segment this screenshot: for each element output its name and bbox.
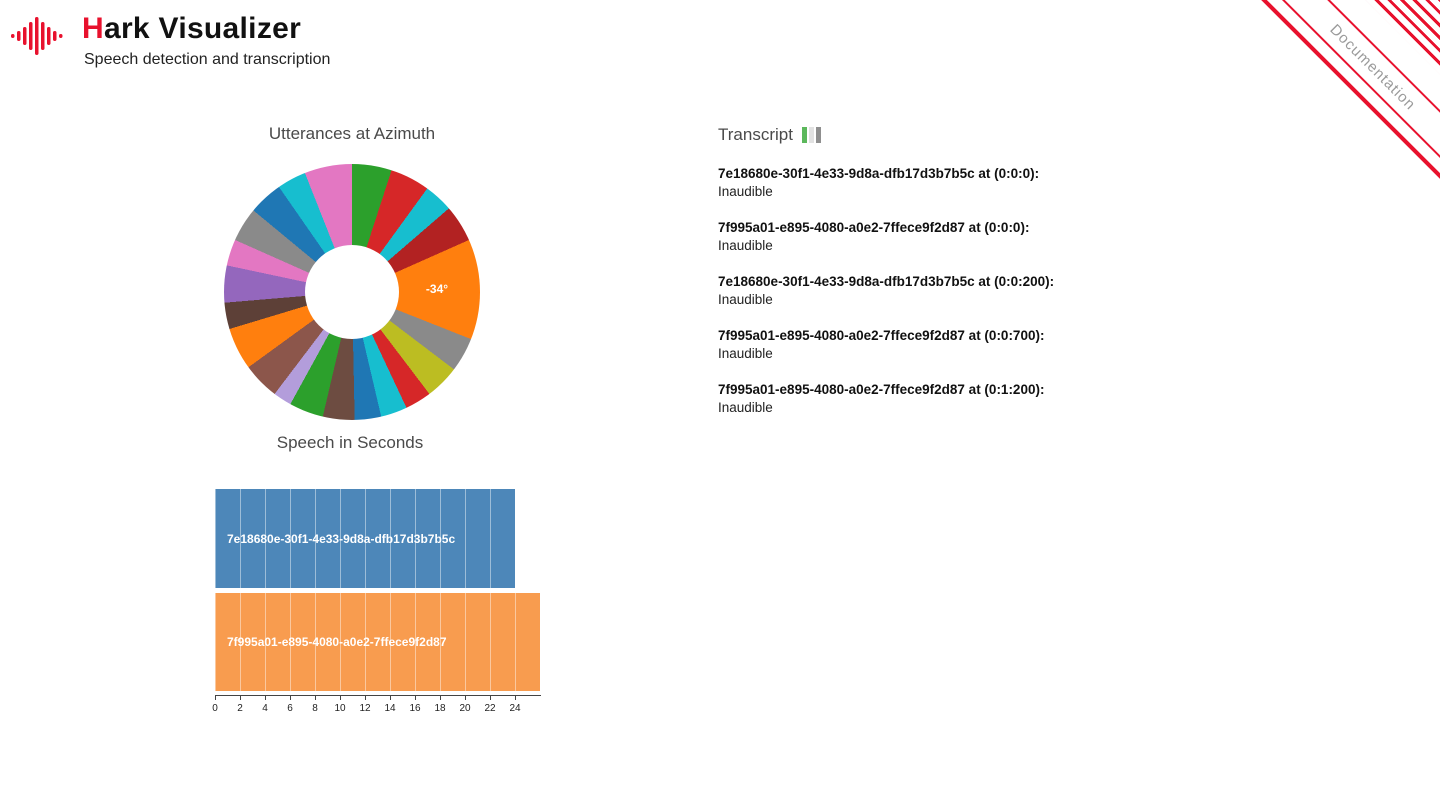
tick-label: 16 (409, 703, 421, 714)
transcript-panel: Transcript 7e18680e-30f1-4e33-9d8a-dfb17… (718, 125, 1358, 435)
level-bar (808, 127, 814, 143)
transcript-entry: 7f995a01-e895-4080-a0e2-7ffece9f2d87 at … (718, 219, 1358, 255)
gridline (415, 484, 416, 695)
transcript-header: Transcript (718, 125, 1358, 145)
tick-label: 20 (459, 703, 471, 714)
tick-label: 4 (262, 703, 268, 714)
tick-label: 24 (509, 703, 521, 714)
speech-bar-0[interactable]: 7e18680e-30f1-4e33-9d8a-dfb17d3b7b5c (215, 489, 515, 588)
tick-label: 12 (359, 703, 371, 714)
gridline (440, 484, 441, 695)
speech-bar-plot: 7e18680e-30f1-4e33-9d8a-dfb17d3b7b5c 7f99… (215, 484, 545, 695)
page-title: Hark Visualizer (82, 12, 330, 46)
speech-bar-label: 7e18680e-30f1-4e33-9d8a-dfb17d3b7b5c (227, 531, 456, 546)
tick-mark (265, 696, 266, 700)
transcript-entry-text: Inaudible (718, 292, 773, 307)
tick-mark (215, 696, 216, 700)
tick-mark (390, 696, 391, 700)
tick-mark (290, 696, 291, 700)
azimuth-chart-title: Utterances at Azimuth (268, 124, 436, 143)
gridline (290, 484, 291, 695)
tick-label: 2 (237, 703, 243, 714)
tick-mark (315, 696, 316, 700)
tick-mark (440, 696, 441, 700)
transcript-entry-text: Inaudible (718, 184, 773, 199)
gridline (365, 484, 366, 695)
transcript-entry: 7e18680e-30f1-4e33-9d8a-dfb17d3b7b5c at … (718, 165, 1358, 201)
tick-mark (415, 696, 416, 700)
gridline (515, 484, 516, 695)
transcript-entry: 7e18680e-30f1-4e33-9d8a-dfb17d3b7b5c at … (718, 273, 1358, 309)
tick-mark (465, 696, 466, 700)
tick-mark (240, 696, 241, 700)
app-header: Hark Visualizer Speech detection and tra… (10, 12, 330, 69)
speech-chart-title: Speech in Seconds (276, 433, 424, 452)
gridline (240, 484, 241, 695)
transcript-list: 7e18680e-30f1-4e33-9d8a-dfb17d3b7b5c at … (718, 165, 1358, 417)
tick-label: 14 (384, 703, 396, 714)
tick-mark (365, 696, 366, 700)
transcript-entry-heading: 7f995a01-e895-4080-a0e2-7ffece9f2d87 at … (718, 328, 1045, 343)
transcript-entry: 7f995a01-e895-4080-a0e2-7ffece9f2d87 at … (718, 327, 1358, 363)
transcript-entry-text: Inaudible (718, 238, 773, 253)
donut-hole (305, 245, 399, 339)
level-bar (815, 127, 821, 143)
audio-level-icon (801, 127, 821, 143)
azimuth-donut-wrap: -34° (222, 162, 482, 422)
speech-bar-chart: 7e18680e-30f1-4e33-9d8a-dfb17d3b7b5c 7f99… (212, 484, 560, 724)
gridline (340, 484, 341, 695)
tick-label: 10 (334, 703, 346, 714)
transcript-entry-heading: 7e18680e-30f1-4e33-9d8a-dfb17d3b7b5c at … (718, 166, 1040, 181)
gridline (390, 484, 391, 695)
gridline (465, 484, 466, 695)
title-rest: ark Visualizer (103, 12, 302, 45)
header-text: Hark Visualizer Speech detection and tra… (82, 12, 330, 69)
tick-label: 0 (212, 703, 218, 714)
tick-mark (340, 696, 341, 700)
gridline (265, 484, 266, 695)
gridline (315, 484, 316, 695)
transcript-entry: 7f995a01-e895-4080-a0e2-7ffece9f2d87 at … (718, 381, 1358, 417)
audio-waveform-icon (11, 17, 63, 55)
transcript-entry-heading: 7f995a01-e895-4080-a0e2-7ffece9f2d87 at … (718, 382, 1045, 397)
transcript-entry-text: Inaudible (718, 346, 773, 361)
transcript-entry-heading: 7f995a01-e895-4080-a0e2-7ffece9f2d87 at … (718, 220, 1030, 235)
azimuth-segment-label: -34° (425, 282, 449, 296)
gridline (215, 484, 216, 695)
level-bar (801, 127, 807, 143)
tick-mark (515, 696, 516, 700)
tick-label: 6 (287, 703, 293, 714)
tick-mark (490, 696, 491, 700)
tick-label: 22 (484, 703, 496, 714)
transcript-title: Transcript (718, 125, 793, 144)
tick-label: 18 (434, 703, 446, 714)
speech-bar-1[interactable]: 7f995a01-e895-4080-a0e2-7ffece9f2d87 (215, 593, 540, 691)
title-accent-letter: H (82, 12, 104, 45)
gridline (490, 484, 491, 695)
page-subtitle: Speech detection and transcription (84, 51, 331, 68)
transcript-entry-heading: 7e18680e-30f1-4e33-9d8a-dfb17d3b7b5c at … (718, 274, 1055, 289)
transcript-entry-text: Inaudible (718, 400, 773, 415)
tick-label: 8 (312, 703, 318, 714)
speech-bar-axis: 0 2 4 6 8 10 12 14 16 18 20 22 24 (212, 695, 541, 721)
speech-bar-label: 7f995a01-e895-4080-a0e2-7ffece9f2d87 (227, 635, 447, 649)
